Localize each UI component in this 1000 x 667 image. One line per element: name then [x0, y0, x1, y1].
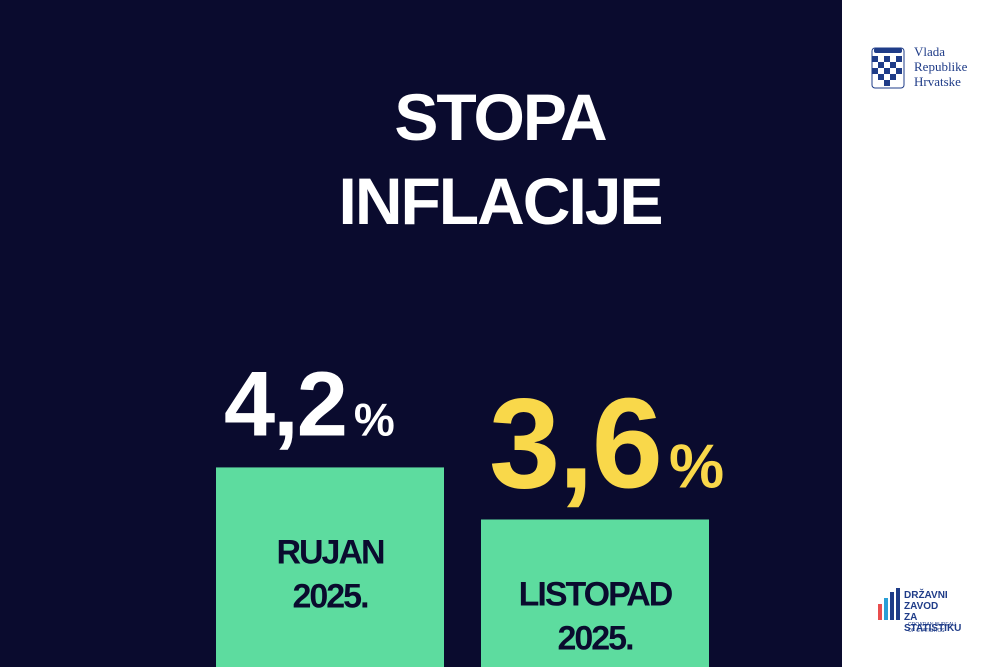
- value-label: 4,2: [224, 353, 346, 455]
- chart-title: STOPA INFLACIJE: [338, 80, 661, 238]
- value-label: 3,6: [489, 372, 661, 515]
- government-logo: Vlada Republike Hrvatske: [871, 44, 968, 89]
- bar: [216, 467, 444, 667]
- bar: [481, 519, 709, 667]
- bureau-logo: DRŽAVNI ZAVOD ZA STATISTIKU CROATIAN BUREAU…: [878, 588, 961, 634]
- bureau-name: DRŽAVNI ZAVOD ZA STATISTIKU: [904, 588, 961, 634]
- category-label: RUJAN 2025.: [276, 533, 384, 615]
- government-name: Vlada Republike Hrvatske: [914, 44, 968, 89]
- unit-label: %: [354, 393, 394, 445]
- category-label: LISTOPAD 2025.: [519, 575, 673, 657]
- unit-label: %: [669, 432, 723, 501]
- sidebar: [842, 0, 1000, 667]
- bureau-name-en: CROATIAN BUREAU OF STATISTICS: [908, 622, 956, 634]
